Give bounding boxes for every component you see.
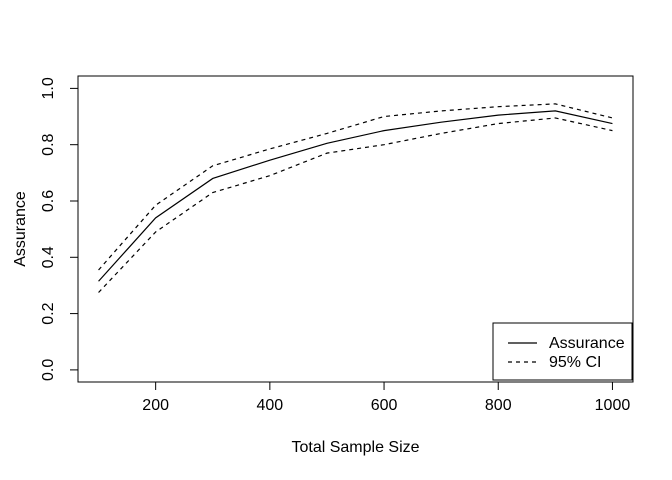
x-axis-title: Total Sample Size	[291, 439, 419, 456]
y-axis-title: Assurance	[12, 191, 29, 267]
x-axis-tick-label: 400	[257, 397, 284, 414]
y-axis-tick-label: 0.0	[40, 359, 57, 381]
y-axis-tick-label: 0.4	[40, 246, 57, 268]
legend-label: 95% CI	[549, 354, 601, 371]
x-axis-tick-label: 1000	[595, 397, 631, 414]
y-axis-tick-label: 0.2	[40, 302, 57, 324]
x-axis-tick-label: 600	[371, 397, 398, 414]
y-axis-tick-label: 0.6	[40, 190, 57, 212]
legend-label: Assurance	[549, 335, 625, 352]
plot-border	[77, 75, 634, 383]
assurance-line	[98, 110, 613, 282]
legend-box	[492, 322, 633, 381]
x-axis-tick-label: 800	[485, 397, 512, 414]
y-axis-tick-label: 1.0	[40, 77, 57, 99]
x-axis-tick-label: 200	[142, 397, 169, 414]
ci-upper-line	[98, 103, 613, 271]
y-axis-tick-label: 0.8	[40, 133, 57, 155]
ci-lower-line	[98, 117, 613, 293]
